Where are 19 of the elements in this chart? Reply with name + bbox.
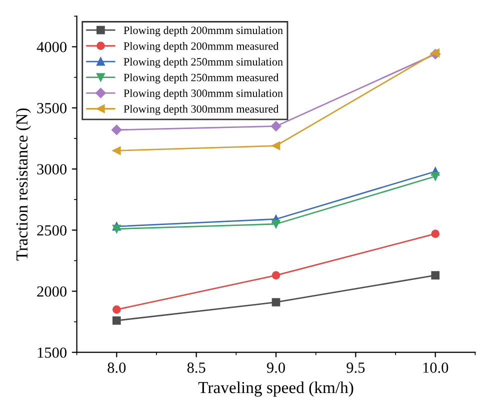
y-tick-label: 1500 (38, 347, 66, 358)
legend-label: Plowing depth 250mmm measured (124, 73, 279, 84)
x-axis-title: Traveling speed (km/h) (198, 381, 354, 397)
legend-label: Plowing depth 250mmm simulation (124, 58, 283, 68)
y-tick-label: 3000 (37, 164, 66, 174)
legend-label: Plowing depth 300mmm measured (124, 104, 279, 116)
x-tick-label: 8.5 (187, 362, 206, 373)
x-tick-label: 9.5 (346, 362, 365, 373)
y-tick-label: 3500 (37, 103, 66, 114)
y-tick-label: 4000 (36, 42, 66, 52)
y-tick-label: 2500 (37, 225, 66, 236)
x-tick-label: 9.0 (266, 362, 285, 373)
x-tick-label: 8.0 (108, 362, 126, 373)
x-tick-label: 10.0 (423, 362, 448, 373)
y-axis-title: Traction resistance (N) (16, 108, 31, 260)
legend-label: Plowing depth 200mmm simulation (124, 26, 283, 36)
legend-label: Plowing depth 300mmm simulation (124, 89, 283, 100)
y-tick-label: 2000 (37, 286, 66, 297)
legend-label: Plowing depth 200mmm measured (124, 42, 279, 52)
